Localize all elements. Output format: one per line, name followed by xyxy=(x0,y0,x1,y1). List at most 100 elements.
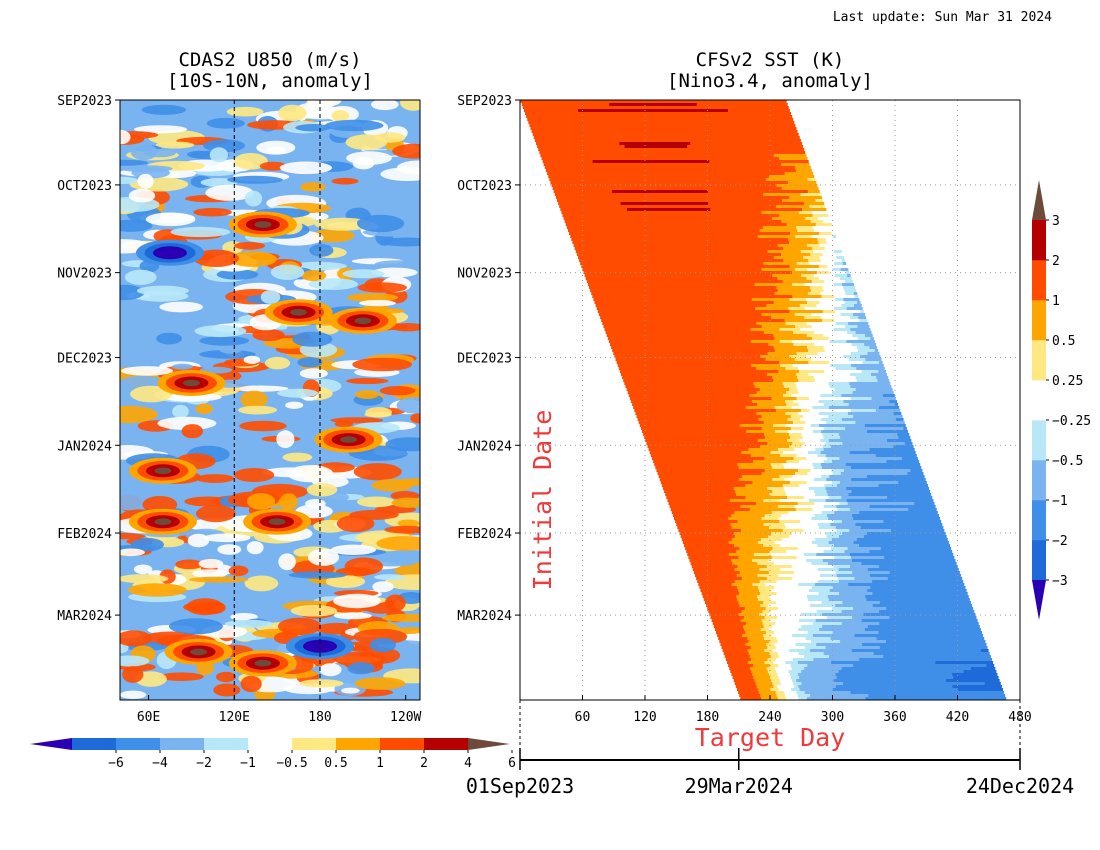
sst-cell xyxy=(798,583,816,586)
sst-cell xyxy=(846,271,850,274)
sst-cell xyxy=(879,601,971,604)
sst-cell xyxy=(812,634,855,637)
sst-cell xyxy=(861,619,978,622)
sst-cell xyxy=(563,217,773,220)
sst-cell xyxy=(733,487,768,490)
sst-cell xyxy=(813,478,827,481)
sst-cell xyxy=(861,370,879,373)
sst-cell xyxy=(750,340,781,343)
sst-cell xyxy=(823,334,853,337)
sst-cell xyxy=(781,514,815,517)
sst-cell xyxy=(883,520,942,523)
sst-cell xyxy=(747,661,765,664)
sst-cell xyxy=(821,613,864,616)
sst-cell xyxy=(820,316,851,319)
sst-cell xyxy=(807,664,854,667)
sst-cell xyxy=(794,313,812,316)
sst-cell xyxy=(803,202,825,205)
u850-cell xyxy=(187,150,212,159)
sst-cell xyxy=(711,619,742,622)
sst-cell xyxy=(867,430,908,433)
sst-cell xyxy=(644,436,766,439)
u850-cell xyxy=(243,355,261,364)
u850-cell xyxy=(120,655,150,667)
sst-y-tick-label: FEB2024 xyxy=(457,527,512,542)
u850-cell xyxy=(203,533,251,543)
sst-cell xyxy=(758,598,771,601)
u850-cell xyxy=(346,151,392,165)
sst-cell xyxy=(750,658,768,661)
sst-cell xyxy=(775,622,814,625)
u850-cell xyxy=(384,525,420,534)
sst-cell xyxy=(755,682,773,685)
sst-cell xyxy=(794,358,812,361)
sst-cell xyxy=(761,313,796,316)
sst-cell xyxy=(737,520,780,523)
sst-cell xyxy=(607,337,775,340)
sst-cell xyxy=(854,634,984,637)
sst-cell xyxy=(851,466,922,469)
sst-cell xyxy=(820,259,842,262)
sst-cell xyxy=(781,163,810,166)
sst-cell xyxy=(800,418,822,421)
sst-cell xyxy=(822,559,853,562)
sst-cell xyxy=(852,391,894,394)
sst-cell xyxy=(797,547,832,550)
sst-cell xyxy=(716,631,746,634)
sst-cell xyxy=(751,364,781,367)
sst-cell xyxy=(798,403,825,406)
sst-x-tick-label: 300 xyxy=(821,710,844,725)
u850-cell xyxy=(157,416,217,430)
sst-cell xyxy=(820,574,838,577)
u850-colorbar-label: 1 xyxy=(376,756,384,771)
u850-cell xyxy=(279,493,298,511)
sst-cell xyxy=(794,268,808,271)
sst-cell xyxy=(799,619,817,622)
sst-cell xyxy=(828,337,859,340)
sst-cell xyxy=(775,409,802,412)
u850-cell xyxy=(228,565,249,577)
u850-cell xyxy=(213,683,241,697)
sst-cell xyxy=(817,523,831,526)
sst-cell xyxy=(779,340,793,343)
sst-cell xyxy=(839,277,852,280)
sst-cell xyxy=(650,454,752,457)
sst-cell xyxy=(792,295,822,298)
sst-colorbar-label: 0.25 xyxy=(1052,374,1083,389)
sst-cell xyxy=(731,514,765,517)
u850-cell xyxy=(156,332,183,345)
sst-cell xyxy=(801,625,823,628)
sst-cell xyxy=(534,139,801,142)
sst-cell xyxy=(733,679,755,682)
sst-cell xyxy=(860,526,944,529)
sst-cell xyxy=(809,286,823,289)
sst-subtitle: [Nino3.4, anomaly] xyxy=(667,70,873,92)
sst-cell xyxy=(887,496,933,499)
u850-colorbar-label: 4 xyxy=(464,756,472,771)
sst-cell xyxy=(775,430,789,433)
u850-cell xyxy=(168,618,223,635)
sst-cell xyxy=(779,328,801,331)
sst-cell xyxy=(595,304,767,307)
sst-cell xyxy=(857,301,861,304)
sst-cell xyxy=(786,697,799,700)
sst-cell xyxy=(822,445,832,448)
u850-cell xyxy=(141,104,187,115)
sst-cell xyxy=(816,553,851,556)
sst-cell xyxy=(796,397,810,400)
sst-cell xyxy=(832,268,842,271)
sst-cell xyxy=(851,364,884,367)
sst-cell xyxy=(843,355,861,358)
sst-cell xyxy=(851,343,865,346)
sst-cell xyxy=(786,391,799,394)
sst-cell xyxy=(838,568,869,571)
sst-colorbar-label: 2 xyxy=(1052,254,1060,269)
sst-cell xyxy=(792,532,826,535)
sst-cell xyxy=(812,622,843,625)
sst-cell xyxy=(831,391,853,394)
u850-feature xyxy=(290,309,308,316)
sst-cell xyxy=(672,514,732,517)
sst-cell xyxy=(777,505,795,508)
sst-colorbar-box xyxy=(1032,500,1046,541)
sst-cell xyxy=(797,694,811,697)
